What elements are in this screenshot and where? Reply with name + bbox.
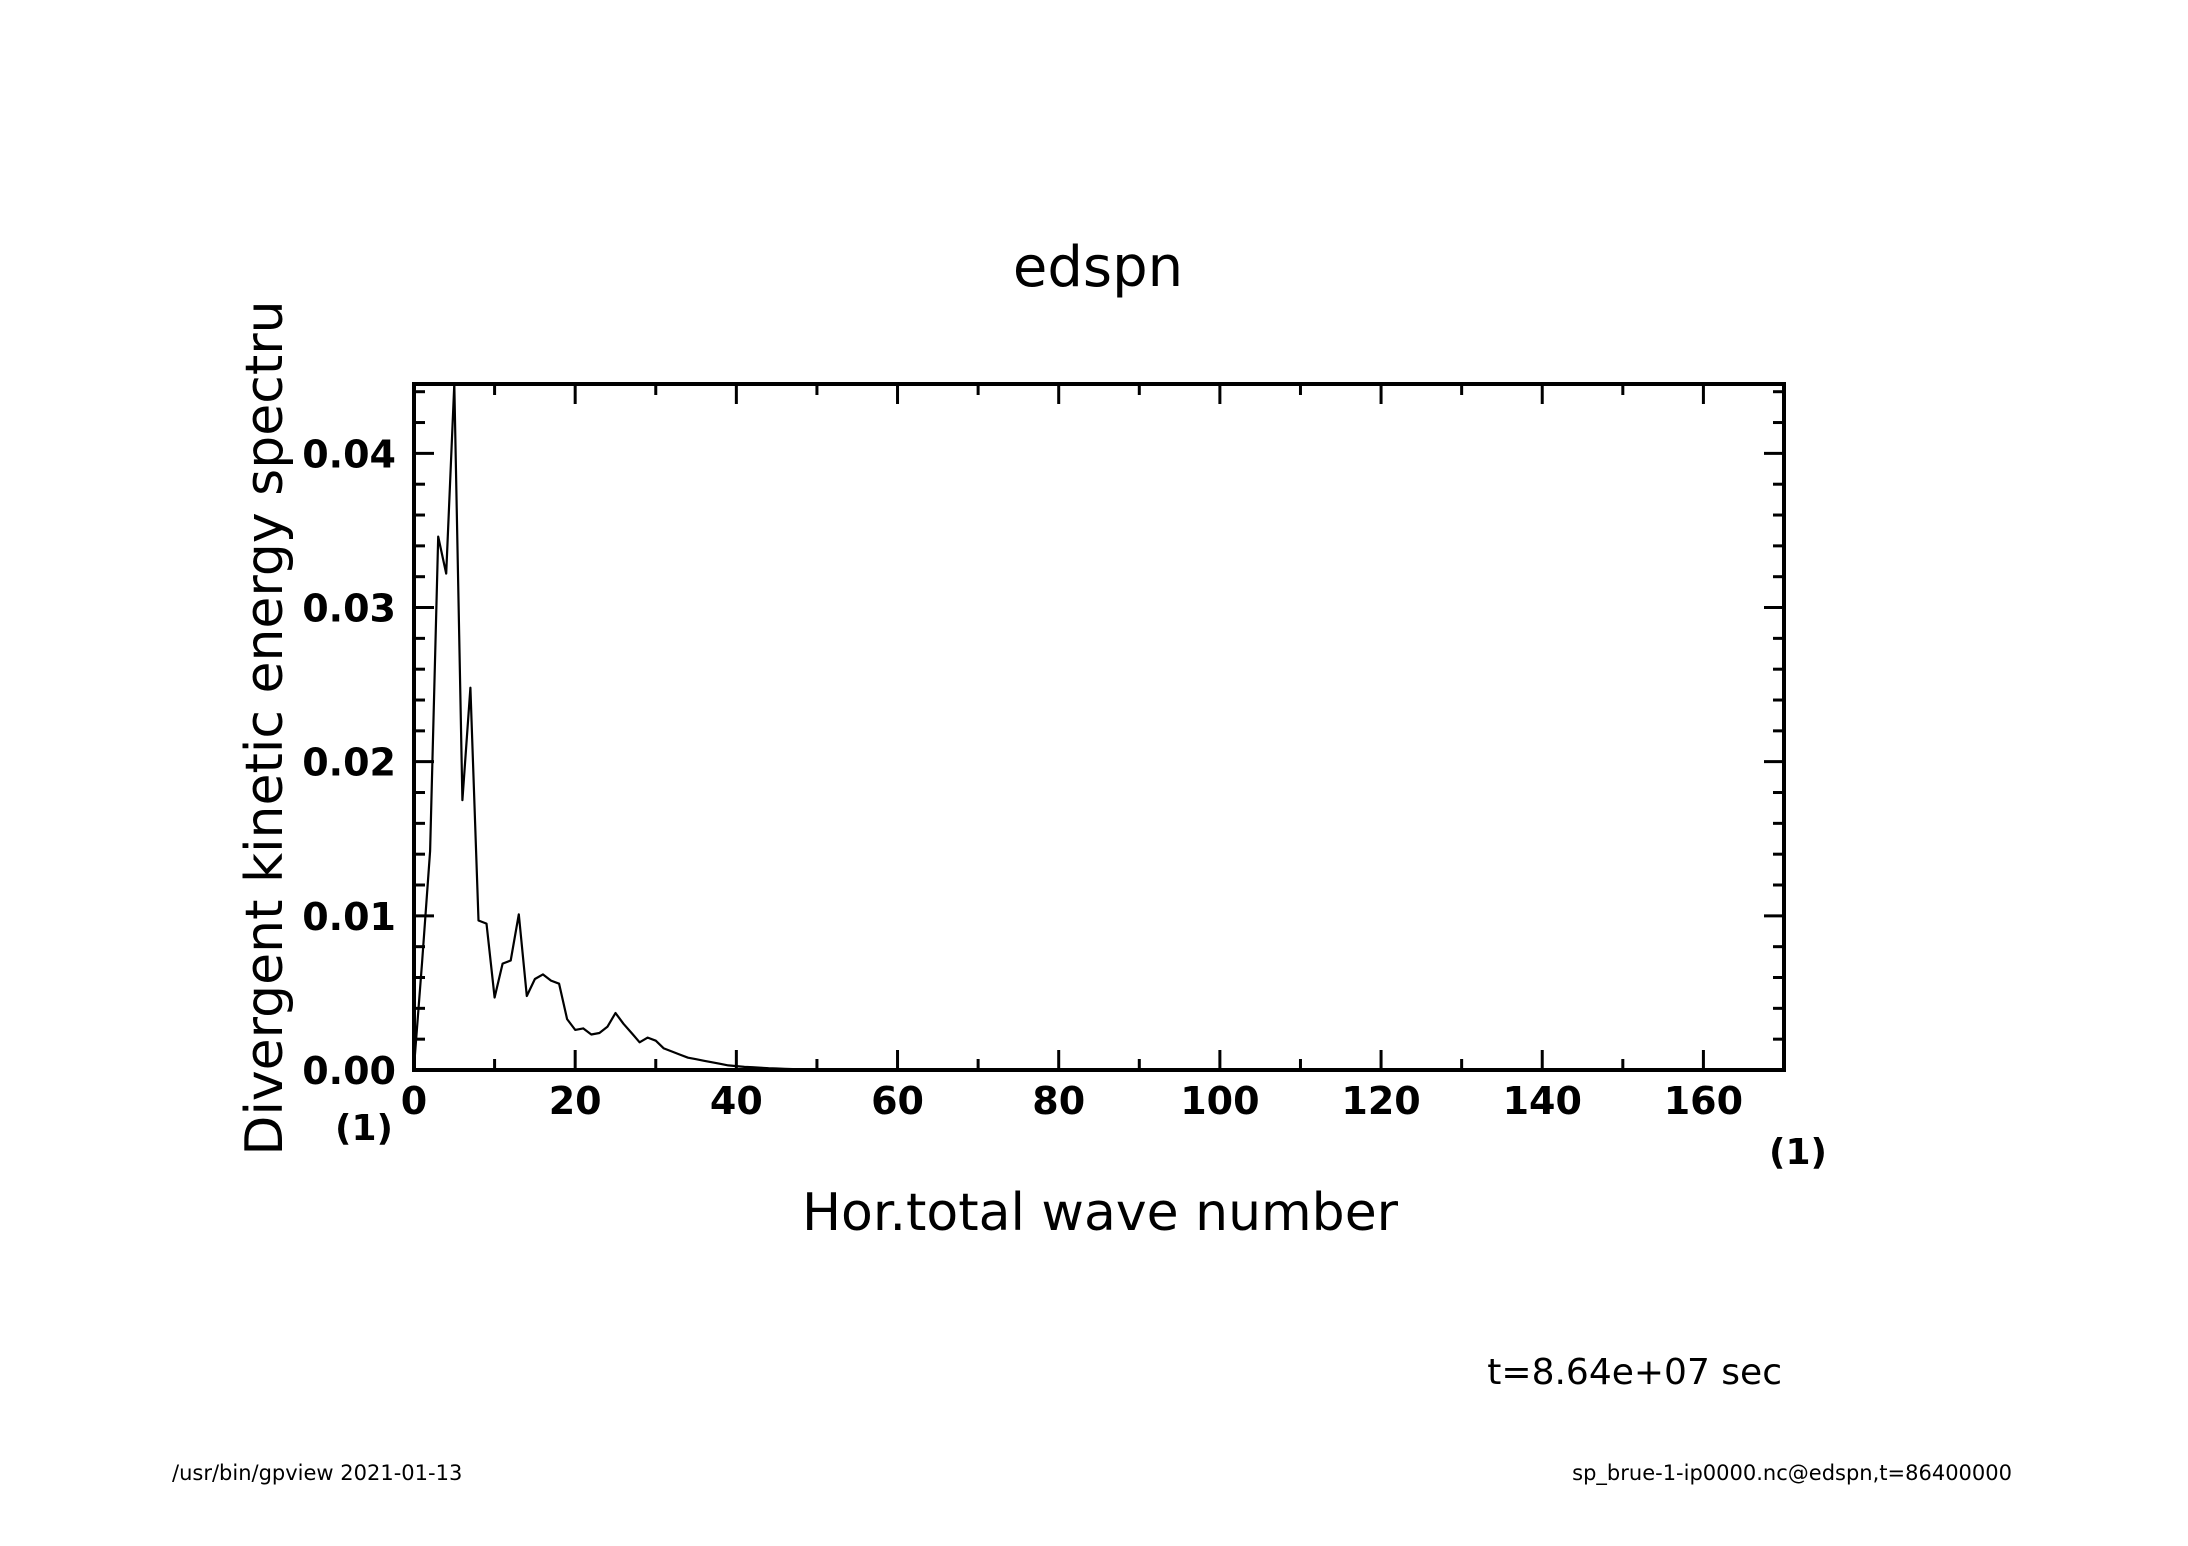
y-tick-label: 0.02 <box>302 741 396 785</box>
chart-title: edspn <box>1013 235 1183 300</box>
x-unit-right: (1) <box>1769 1132 1827 1173</box>
footer-left: /usr/bin/gpview 2021-01-13 <box>172 1461 462 1485</box>
x-tick-label: 80 <box>1032 1079 1085 1123</box>
axis-ticks <box>412 384 1786 1072</box>
y-tick-label: 0.01 <box>302 895 396 939</box>
y-tick-label: 0.00 <box>302 1049 396 1093</box>
x-tick-label: 160 <box>1664 1079 1743 1123</box>
x-tick-label: 20 <box>549 1079 602 1123</box>
x-tick-label: 60 <box>871 1079 924 1123</box>
series-line <box>412 382 1784 1072</box>
x-tick-label: 120 <box>1341 1079 1420 1123</box>
x-axis-label: Hor.total wave number <box>802 1183 1399 1243</box>
y-tick-label: 0.04 <box>302 432 396 476</box>
x-unit-left: (1) <box>335 1108 393 1149</box>
x-tick-labels: 0 20 40 60 80 100 120 140 160 <box>401 1079 1743 1123</box>
x-tick-label: 40 <box>710 1079 763 1123</box>
time-annotation: t=8.64e+07 sec <box>1487 1352 1782 1393</box>
x-tick-label: 100 <box>1180 1079 1259 1123</box>
x-tick-label: 140 <box>1503 1079 1582 1123</box>
y-tick-label: 0.03 <box>302 587 396 631</box>
x-tick-label: 0 <box>401 1079 427 1123</box>
footer-right: sp_brue-1-ip0000.nc@edspn,t=86400000 <box>1572 1461 2012 1486</box>
plot-frame <box>412 382 1786 1072</box>
y-tick-labels: 0.00 0.01 0.02 0.03 0.04 <box>302 432 396 1093</box>
y-axis-label: Divergent kinetic energy spectru <box>235 300 295 1155</box>
